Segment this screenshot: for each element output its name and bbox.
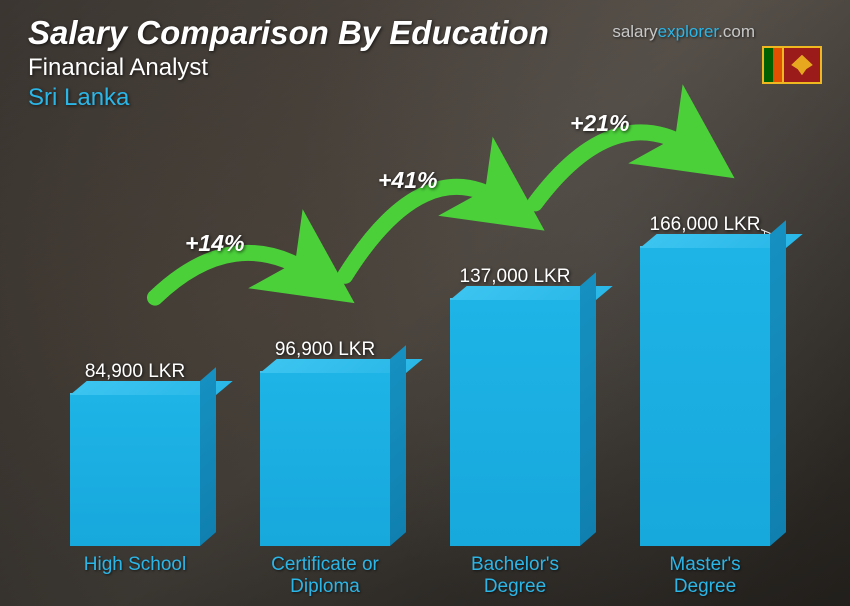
bar-value-label: 96,900 LKR xyxy=(275,339,375,361)
percent-increase-label: +14% xyxy=(185,230,244,257)
bar-group: 166,000 LKR xyxy=(625,214,785,546)
bar xyxy=(450,298,580,546)
bar-value-label: 84,900 LKR xyxy=(85,361,185,383)
bar-value-label: 166,000 LKR xyxy=(650,214,761,236)
x-axis-category-label: Master'sDegree xyxy=(625,554,785,598)
percent-increase-label: +41% xyxy=(378,167,437,194)
chart-title: Salary Comparison By Education xyxy=(28,14,822,52)
bar xyxy=(640,246,770,546)
chart-subtitle: Financial Analyst xyxy=(28,54,822,82)
x-axis-category-label: Certificate orDiploma xyxy=(245,554,405,598)
bar-group: 96,900 LKR xyxy=(245,339,405,546)
x-axis-category-label: Bachelor'sDegree xyxy=(435,554,595,598)
bar xyxy=(70,393,200,546)
bar-group: 84,900 LKR xyxy=(55,361,215,546)
chart-country: Sri Lanka xyxy=(28,84,822,112)
bar-group: 137,000 LKR xyxy=(435,266,595,546)
x-axis-category-label: High School xyxy=(55,554,215,598)
bar xyxy=(260,371,390,546)
x-axis-labels: High School Certificate orDiploma Bachelor… xyxy=(55,554,785,598)
header: Salary Comparison By Education Financial… xyxy=(28,14,822,112)
percent-increase-label: +21% xyxy=(570,110,629,137)
